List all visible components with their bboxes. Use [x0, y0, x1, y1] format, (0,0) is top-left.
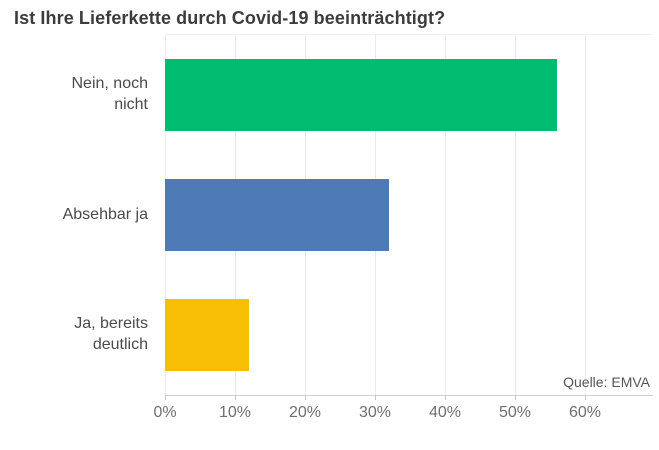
x-axis-tick	[515, 395, 516, 400]
x-axis-label: 20%	[288, 404, 322, 421]
bar-1	[165, 59, 557, 131]
bar-3	[165, 299, 249, 371]
gridline	[585, 35, 586, 396]
x-axis-label: 0%	[153, 404, 177, 421]
x-axis-tick	[235, 395, 236, 400]
x-axis-label: 40%	[428, 404, 462, 421]
x-axis-label: 10%	[218, 404, 252, 421]
x-axis-label: 60%	[568, 404, 602, 421]
x-axis-tick	[375, 395, 376, 400]
category-label-3: Ja, bereits deutlich	[74, 315, 148, 353]
gridline	[445, 35, 446, 396]
chart-title: Ist Ihre Lieferkette durch Covid-19 beei…	[14, 8, 446, 28]
x-axis-tick	[165, 395, 166, 400]
x-axis-label: 50%	[498, 404, 532, 421]
bar-2	[165, 179, 389, 251]
gridline	[515, 35, 516, 396]
x-axis-tick	[305, 395, 306, 400]
category-label-2: Absehbar ja	[62, 205, 148, 223]
x-axis-line	[165, 395, 653, 396]
x-axis-tick	[585, 395, 586, 400]
source-label: Quelle: EMVA	[563, 374, 650, 390]
x-axis-label: 30%	[358, 404, 392, 421]
x-axis-tick	[445, 395, 446, 400]
category-label-1: Nein, noch nicht	[71, 75, 149, 113]
plot-area	[165, 34, 652, 396]
